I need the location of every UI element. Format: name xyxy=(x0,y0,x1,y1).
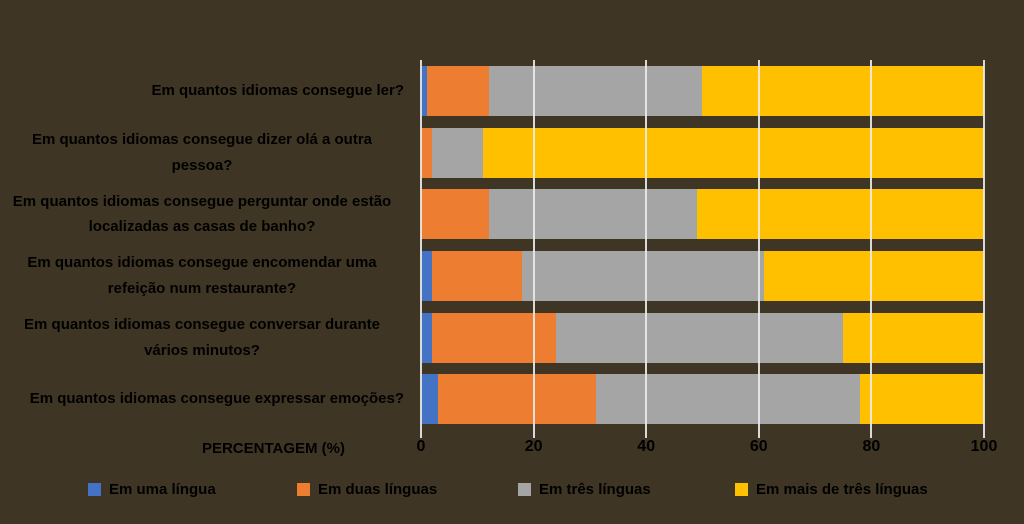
category-label-cell: Em quantos idiomas consegue conversar du… xyxy=(0,307,421,369)
stacked-bar xyxy=(421,374,984,425)
x-tick-label: 80 xyxy=(862,438,881,455)
category-label: Em quantos idiomas consegue ler? xyxy=(151,82,404,100)
bar-segment xyxy=(421,250,433,301)
bar-segment xyxy=(421,374,438,425)
chart-row: Em quantos idiomas consegue conversar du… xyxy=(0,307,984,369)
legend-swatch xyxy=(88,483,101,496)
stacked-bar xyxy=(421,312,984,363)
bar-segment xyxy=(702,65,984,116)
legend-item: Em mais de três línguas xyxy=(735,481,928,498)
legend: Em uma língua Em duas línguas Em três líng… xyxy=(0,481,1024,513)
stacked-bar xyxy=(421,250,984,301)
category-label-cell: Em quantos idiomas consegue expressar em… xyxy=(0,368,421,430)
bar-segment xyxy=(482,127,984,178)
bar-segment xyxy=(522,250,765,301)
bar-segment xyxy=(421,65,427,116)
chart-row: Em quantos idiomas consegue perguntar on… xyxy=(0,183,984,245)
legend-label: Em uma língua xyxy=(109,481,216,498)
bar-segment xyxy=(764,250,984,301)
category-label: Em quantos idiomas consegue conversar du… xyxy=(24,316,380,359)
bar-segment xyxy=(437,374,596,425)
category-label-cell: Em quantos idiomas consegue dizer olá a … xyxy=(0,122,421,184)
chart-row: Em quantos idiomas consegue dizer olá a … xyxy=(0,122,984,184)
stacked-bar xyxy=(421,127,984,178)
bar-segment xyxy=(696,189,984,240)
chart-row: Em quantos idiomas consegue encomendar u… xyxy=(0,245,984,307)
bar-segment xyxy=(426,65,489,116)
legend-item: Em uma língua xyxy=(88,481,216,498)
bar-segment xyxy=(432,127,483,178)
x-axis-title: PERCENTAGEM (%) xyxy=(201,440,345,457)
category-label-cell: Em quantos idiomas consegue perguntar on… xyxy=(0,183,421,245)
stacked-bar xyxy=(421,189,984,240)
category-label: Em quantos idiomas consegue expressar em… xyxy=(29,390,404,408)
legend-item: Em duas línguas xyxy=(297,481,437,498)
x-axis-ticks: 0 20 40 60 80 100 xyxy=(417,438,998,460)
legend-item: Em três línguas xyxy=(518,481,651,498)
bar-segment xyxy=(421,127,433,178)
category-label: Em quantos idiomas consegue dizer olá a … xyxy=(31,131,373,174)
legend-label: Em duas línguas xyxy=(318,481,438,498)
bar-segment xyxy=(432,312,557,363)
bar-segment xyxy=(488,189,697,240)
bar-segment xyxy=(488,65,703,116)
x-tick-label: 100 xyxy=(970,438,998,455)
legend-swatch xyxy=(297,483,310,496)
category-label: Em quantos idiomas consegue encomendar u… xyxy=(27,254,377,297)
category-label-cell: Em quantos idiomas consegue encomendar u… xyxy=(0,245,421,307)
x-tick-label: 40 xyxy=(637,438,656,455)
legend-label: Em três línguas xyxy=(539,481,651,498)
bar-segment xyxy=(432,250,523,301)
x-tick-label: 0 xyxy=(416,438,426,455)
category-label-cell: Em quantos idiomas consegue ler? xyxy=(0,60,421,122)
bar-segment xyxy=(860,374,984,425)
legend-label: Em mais de três línguas xyxy=(756,481,928,498)
category-label: Em quantos idiomas consegue perguntar on… xyxy=(12,192,392,236)
bar-segment xyxy=(421,189,489,240)
bar-segment xyxy=(421,312,433,363)
legend-swatch xyxy=(518,483,531,496)
legend-swatch xyxy=(735,483,748,496)
stacked-bar xyxy=(421,65,984,116)
chart-row: Em quantos idiomas consegue expressar em… xyxy=(0,368,984,430)
bar-segment xyxy=(843,312,984,363)
bar-segment xyxy=(556,312,844,363)
chart-row: Em quantos idiomas consegue ler? xyxy=(0,60,984,122)
x-tick-label: 60 xyxy=(749,438,768,455)
x-tick-label: 20 xyxy=(524,438,543,455)
bar-segment xyxy=(595,374,861,425)
bar-rows: Em quantos idiomas consegue ler? Em quant… xyxy=(0,60,984,430)
